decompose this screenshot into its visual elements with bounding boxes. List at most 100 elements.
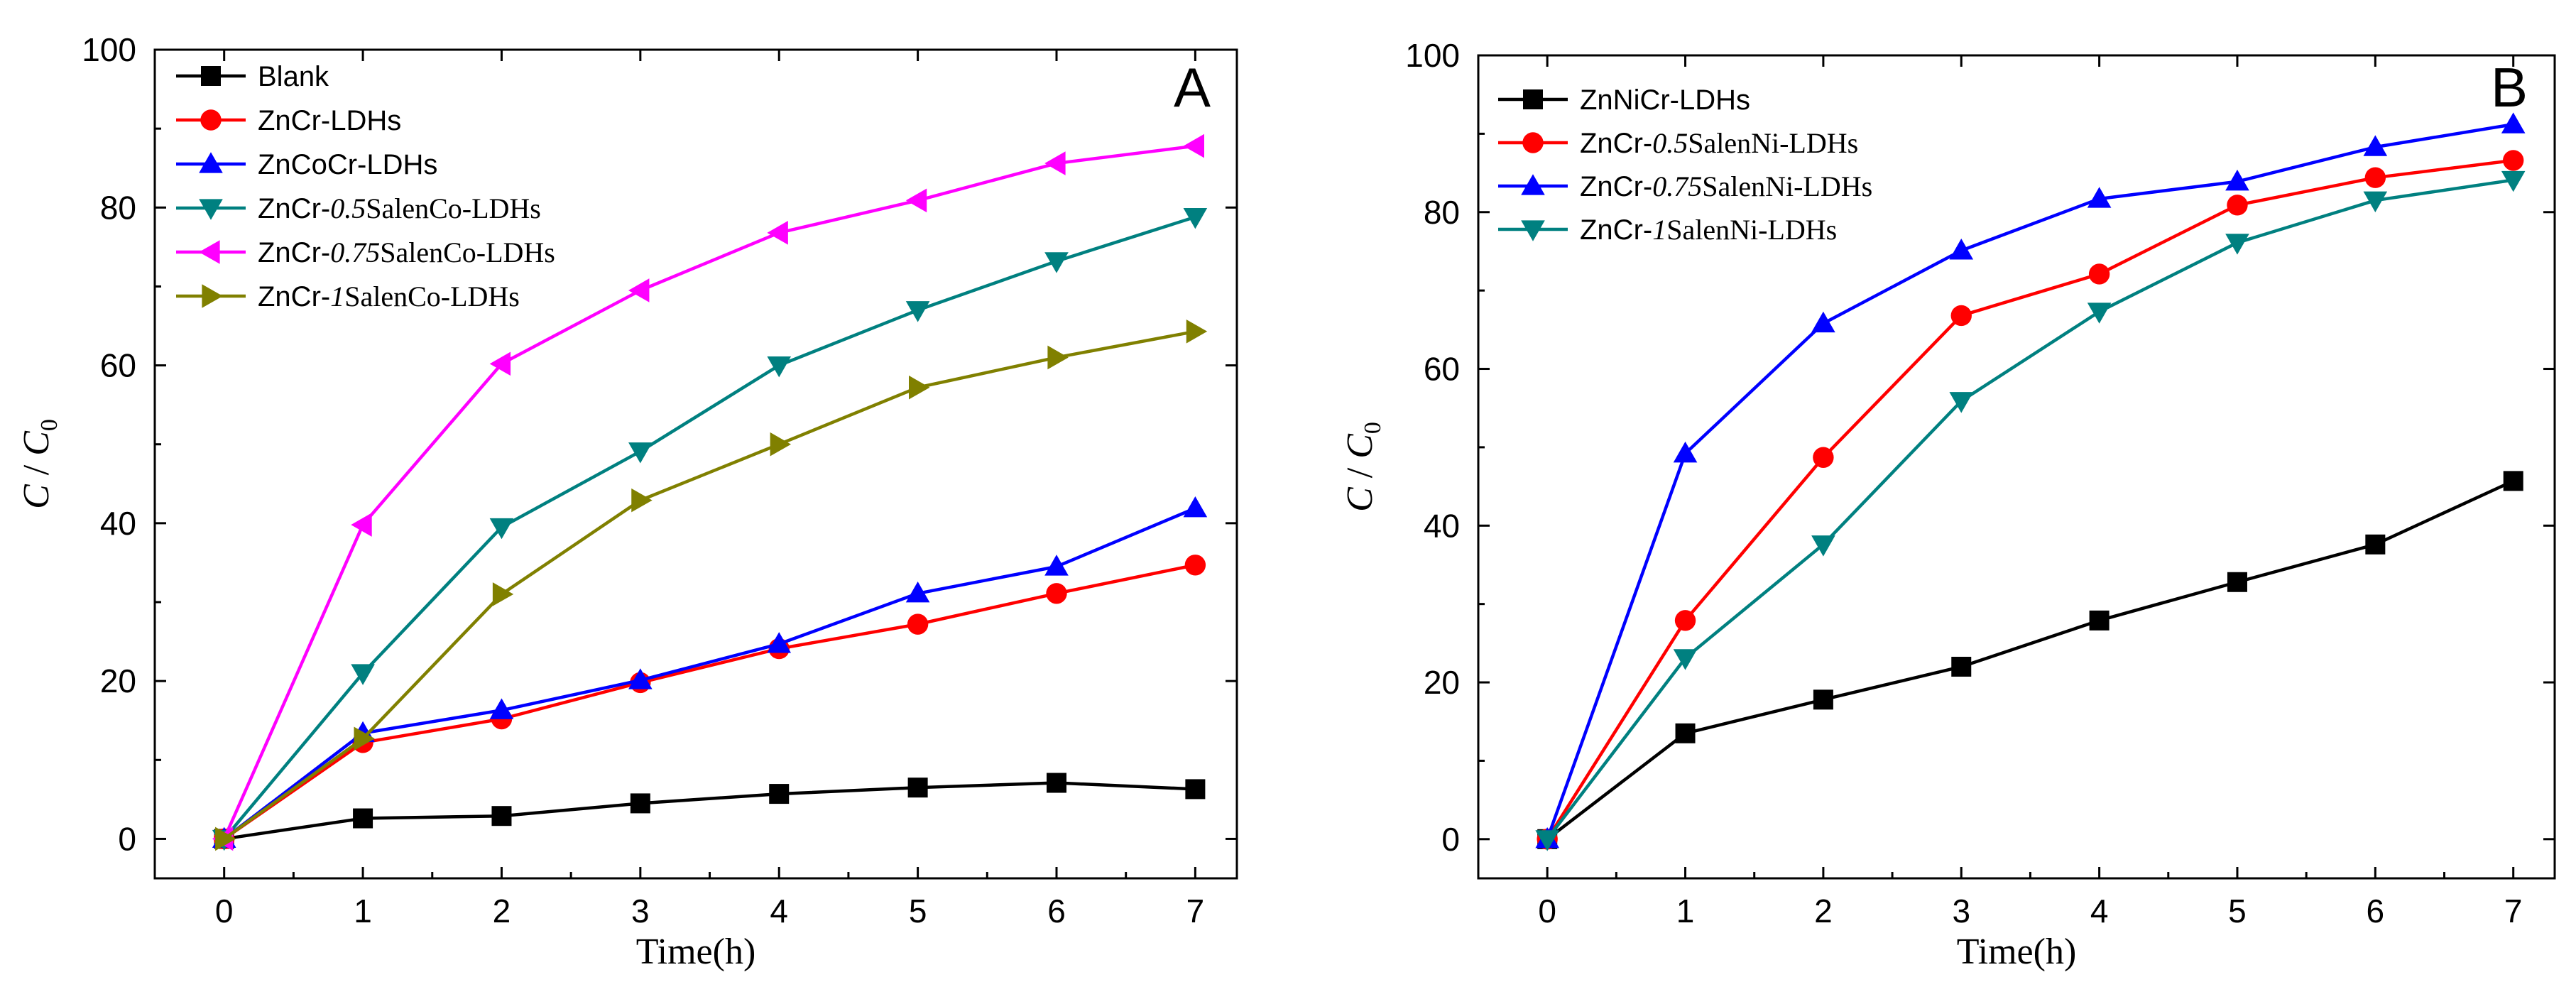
y-tick-label: 0: [1441, 821, 1460, 858]
x-tick-label: 4: [2090, 893, 2109, 929]
series-line: [223, 329, 1196, 841]
series-ZnCr-1SalenCo-LDHs: [215, 319, 1208, 851]
y-tick-label: 20: [100, 662, 136, 699]
series-line: [1546, 479, 2514, 841]
legend-label-pre: ZnCr-: [258, 281, 330, 312]
data-point: [354, 726, 375, 751]
legend-label: ZnCr-0.75SalenCo-LDHs: [258, 236, 555, 268]
data-point: [905, 301, 930, 322]
data-point: [1044, 252, 1069, 273]
data-point: [1535, 830, 1559, 851]
y-axis-title: C / C0: [16, 419, 62, 509]
legend-label-pre: ZnCr-: [1580, 171, 1652, 202]
legend-marker: [199, 152, 223, 173]
data-point: [909, 375, 930, 400]
legend-label: ZnCr-0.5SalenCo-LDHs: [258, 192, 541, 224]
legend-label-post: SalenNi-LDHs: [1666, 214, 1837, 246]
data-point: [2502, 150, 2524, 171]
data-point: [770, 432, 792, 457]
legend-label-pre: ZnNiCr-LDHs: [1580, 84, 1750, 116]
y-axis-title-c0: C: [16, 430, 57, 456]
series-line: [223, 506, 1196, 841]
data-point: [1950, 305, 1972, 327]
legend-label: ZnCr-1SalenNi-LDHs: [1580, 214, 1837, 246]
y-tick-label: 60: [1424, 351, 1460, 388]
data-point: [2227, 195, 2248, 216]
legend-label-italic: 0.5: [1652, 127, 1688, 159]
x-tick-label: 6: [2367, 893, 2385, 929]
data-point: [1811, 311, 1835, 333]
series-Blank: [214, 773, 1206, 849]
x-tick-label: 0: [1538, 893, 1556, 929]
data-point: [489, 518, 514, 540]
y-axis-title-slash: /: [16, 456, 57, 484]
series-line: [222, 144, 1196, 840]
x-axis-title: Time(h): [1957, 932, 2077, 972]
data-point: [489, 351, 511, 376]
data-point: [628, 668, 653, 689]
legend-marker: [1521, 174, 1545, 195]
legend-label-italic: 1: [330, 280, 344, 312]
legend-item: ZnCr-0.5SalenCo-LDHs: [176, 192, 541, 224]
data-point: [1673, 441, 1698, 463]
legend-label-pre: ZnCr-: [258, 237, 330, 268]
y-axis-title-c: C: [1340, 486, 1380, 512]
data-point: [1184, 555, 1206, 576]
legend-label-italic: 0.75: [1652, 170, 1702, 202]
x-tick-label: 6: [1047, 893, 1066, 929]
data-point: [767, 632, 792, 653]
legend: ZnNiCr-LDHsZnCr-0.5SalenNi-LDHsZnCr-0.75…: [1498, 84, 1872, 246]
legend-label: Blank: [258, 61, 329, 92]
legend-label-post: SalenCo-LDHs: [344, 280, 520, 312]
data-point: [1044, 555, 1069, 576]
data-point: [2503, 471, 2523, 491]
data-point: [2363, 135, 2388, 156]
data-point: [2087, 187, 2112, 208]
y-tick-label: 100: [1405, 37, 1460, 74]
plot-frame: [153, 48, 1238, 880]
legend-marker: [199, 199, 223, 220]
legend-item: ZnCoCr-LDHs: [176, 149, 437, 180]
y-axis-title-slash: /: [1340, 459, 1380, 487]
legend: BlankZnCr-LDHsZnCoCr-LDHsZnCr-0.5SalenCo…: [176, 61, 555, 312]
data-point: [1673, 649, 1698, 670]
data-point: [631, 488, 653, 513]
y-axis-title: C / C0: [1340, 422, 1386, 512]
legend-label-italic: 0.5: [330, 192, 366, 224]
data-point: [2501, 170, 2526, 192]
y-tick-label: 20: [1424, 664, 1460, 701]
data-point: [2087, 302, 2112, 324]
data-point: [2363, 191, 2388, 213]
legend-label: ZnCr-0.75SalenNi-LDHs: [1580, 170, 1872, 202]
panel-label: B: [2491, 56, 2528, 119]
data-point: [2225, 234, 2249, 255]
data-point: [1183, 208, 1208, 229]
legend-item: ZnCr-1SalenNi-LDHs: [1498, 214, 1837, 246]
data-point: [905, 188, 927, 213]
legend-label-pre: Blank: [258, 61, 329, 92]
legend-item: ZnCr-LDHs: [176, 105, 401, 136]
x-tick-label: 5: [909, 893, 927, 929]
data-point: [491, 806, 512, 826]
data-point: [1044, 151, 1066, 175]
y-axis-title-sub: 0: [36, 419, 62, 431]
legend-label-pre: ZnCoCr-LDHs: [258, 149, 437, 180]
legend-label-pre: ZnCr-: [1580, 214, 1652, 246]
data-point: [351, 664, 375, 685]
x-tick-label: 1: [354, 893, 372, 929]
legend-label-post: SalenNi-LDHs: [1702, 170, 1872, 202]
legend-label: ZnCr-LDHs: [258, 105, 401, 136]
y-tick-label: 100: [82, 31, 136, 68]
legend-label-italic: 0.75: [330, 236, 380, 268]
data-point: [2365, 534, 2386, 555]
x-axis-title: Time(h): [636, 932, 756, 972]
x-tick-label: 2: [1814, 893, 1833, 929]
x-tick-label: 2: [493, 893, 511, 929]
data-point: [628, 278, 650, 302]
data-point: [1949, 392, 1974, 413]
data-point: [489, 698, 514, 719]
panel-label: A: [1174, 56, 1211, 119]
data-point: [1811, 535, 1835, 557]
series-line: [1546, 158, 2514, 841]
data-point: [1186, 319, 1208, 344]
